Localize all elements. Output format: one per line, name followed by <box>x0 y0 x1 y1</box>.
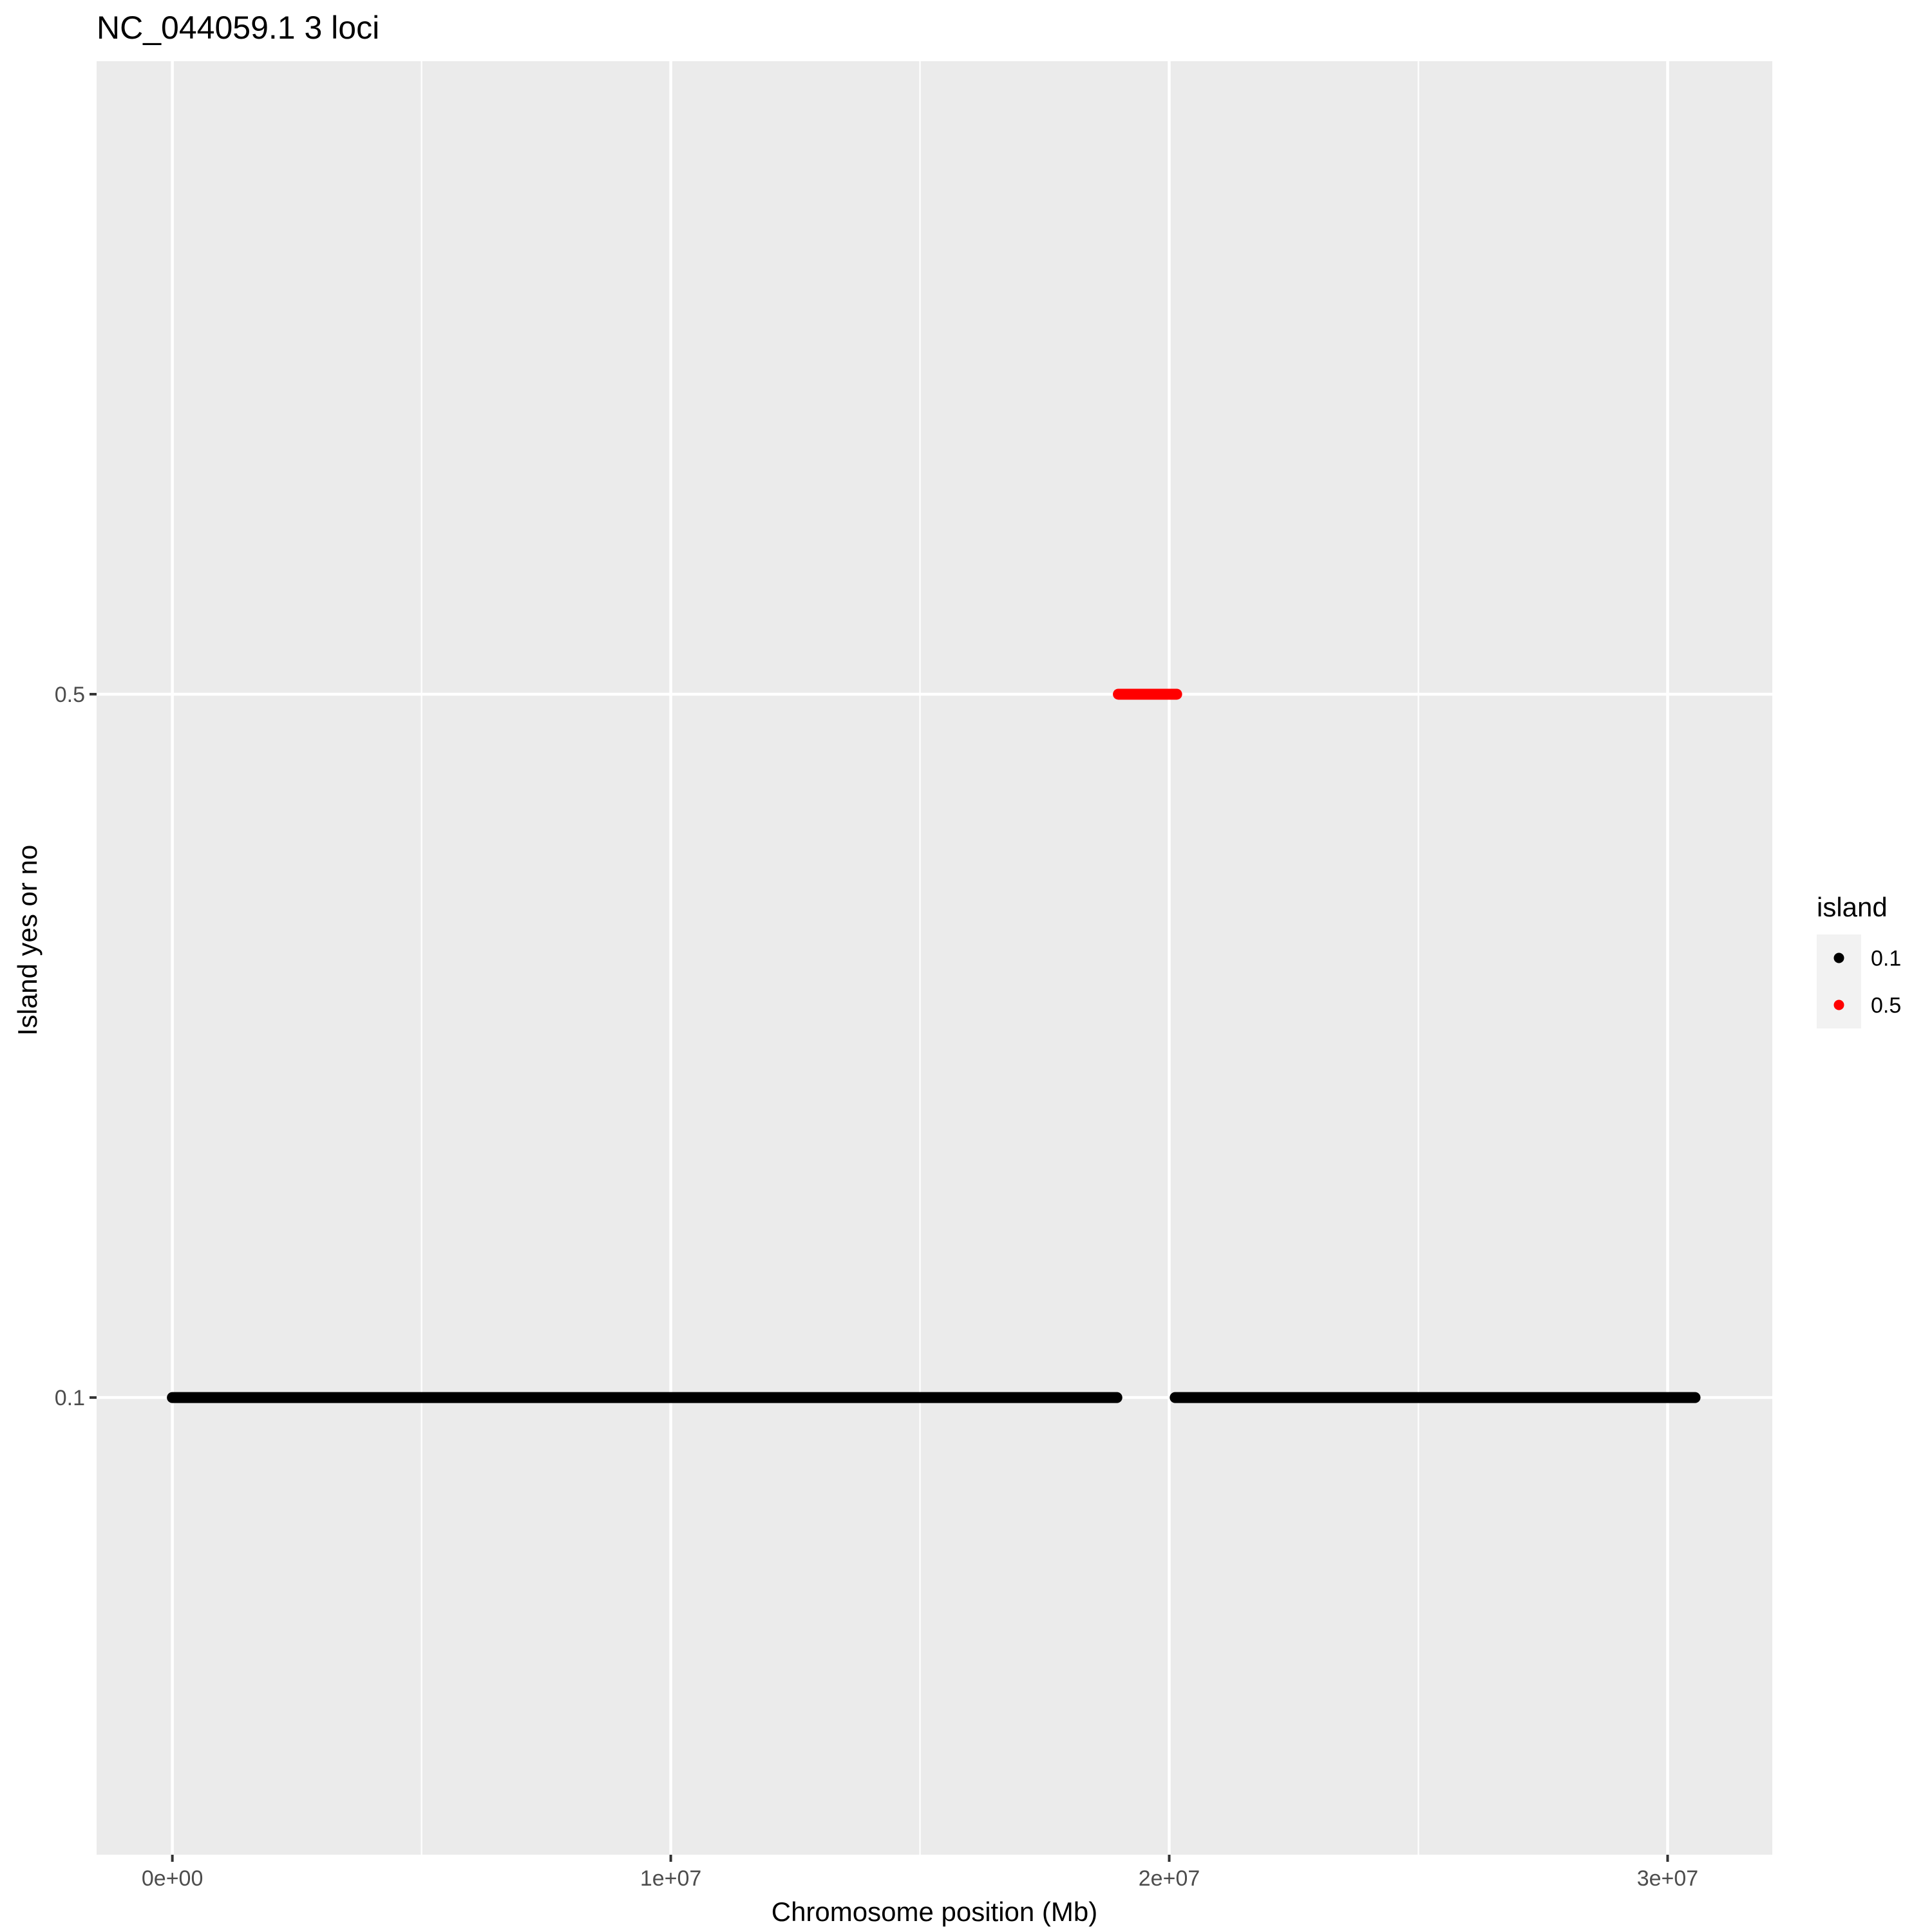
legend: island 0.1 0.5 <box>1817 892 1901 1028</box>
legend-entry-label: 0.1 <box>1871 947 1901 971</box>
y-axis: 0.1 0.5 <box>55 683 97 1410</box>
y-tick-label: 0.1 <box>55 1386 85 1410</box>
legend-key-marker <box>1833 999 1844 1010</box>
x-axis-title: Chromosome position (Mb) <box>772 1897 1098 1927</box>
minor-gridlines <box>421 61 1419 1855</box>
x-tick-label: 1e+07 <box>640 1866 702 1891</box>
x-axis: 0e+00 1e+07 2e+07 3e+07 <box>142 1855 1698 1891</box>
data-marks <box>167 688 1701 1403</box>
x-tick-label: 2e+07 <box>1139 1866 1200 1891</box>
plot-panel <box>97 61 1772 1855</box>
y-axis-title: Island yes or no <box>12 845 43 1036</box>
legend-entry: 0.5 <box>1817 981 1901 1028</box>
legend-entry: 0.1 <box>1817 934 1901 981</box>
y-tick-label: 0.5 <box>55 683 85 707</box>
plot-title: NC_044059.1 3 loci <box>97 10 379 46</box>
major-gridlines <box>97 61 1772 1855</box>
legend-entry-label: 0.5 <box>1871 994 1901 1018</box>
legend-key-marker <box>1833 952 1844 963</box>
legend-title: island <box>1817 892 1888 922</box>
x-tick-label: 0e+00 <box>142 1866 204 1891</box>
x-tick-label: 3e+07 <box>1637 1866 1699 1891</box>
